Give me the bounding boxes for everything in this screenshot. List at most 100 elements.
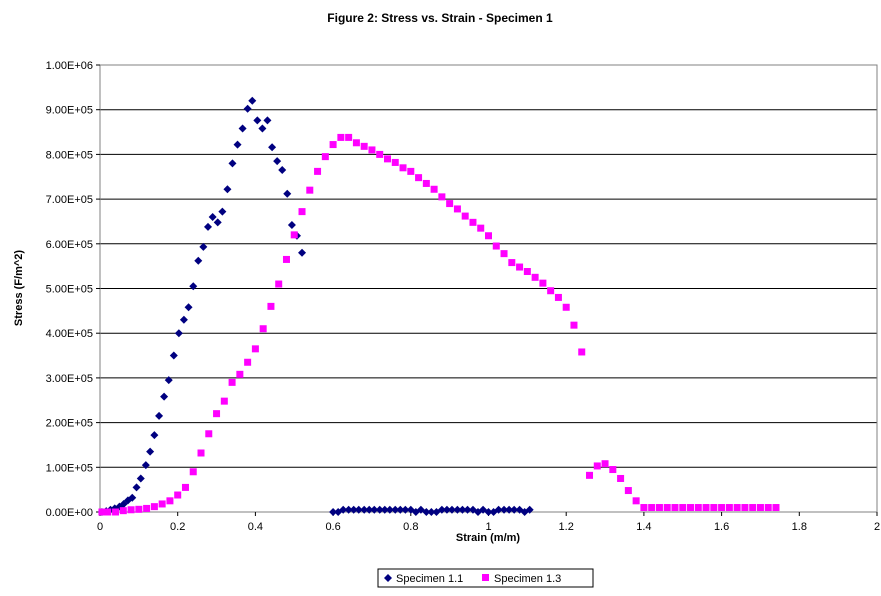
x-tick-label: 2	[874, 521, 880, 533]
data-point-diamond	[349, 505, 358, 514]
data-point-square	[453, 205, 461, 213]
data-point-diamond	[339, 505, 348, 514]
data-point-square	[469, 218, 477, 226]
data-point-diamond	[500, 505, 509, 514]
data-point-square	[733, 504, 741, 512]
data-point-diamond	[189, 282, 198, 291]
data-point-diamond	[329, 508, 338, 516]
data-point-diamond	[253, 116, 262, 125]
x-axis-title: Strain (m/m)	[456, 532, 521, 544]
data-point-square	[321, 153, 329, 161]
data-point-diamond	[228, 159, 237, 168]
data-point-square	[725, 504, 733, 512]
legend-marker-specimen-1-3	[482, 574, 489, 581]
data-point-square	[337, 133, 345, 141]
data-point-diamond	[263, 116, 272, 125]
data-point-diamond	[422, 508, 431, 516]
data-point-square	[485, 232, 492, 240]
data-point-diamond	[199, 242, 208, 251]
data-point-diamond	[283, 189, 292, 198]
data-point-square	[298, 208, 306, 216]
data-point-diamond	[243, 104, 252, 113]
data-point-diamond	[370, 505, 379, 514]
data-point-square	[205, 430, 213, 438]
data-point-diamond	[132, 483, 141, 492]
data-point-square	[104, 508, 112, 516]
y-tick-label: 5.00E+05	[46, 284, 93, 296]
chart-title: Figure 2: Stress vs. Strain - Specimen 1	[327, 11, 553, 25]
data-point-diamond	[223, 185, 232, 194]
series-2	[98, 133, 780, 516]
data-point-diamond	[194, 256, 203, 265]
data-point-square	[314, 167, 322, 175]
data-point-square	[632, 497, 640, 505]
x-tick-label: 0.8	[403, 521, 418, 533]
data-point-diamond	[380, 505, 389, 514]
x-tick-label: 1.6	[714, 521, 729, 533]
data-point-square	[749, 504, 757, 512]
data-point-square	[259, 325, 267, 333]
data-point-diamond	[174, 329, 183, 338]
data-point-square	[617, 474, 625, 482]
series-1	[97, 96, 534, 516]
data-point-square	[189, 468, 197, 476]
data-point-square	[119, 507, 127, 515]
data-point-diamond	[287, 221, 296, 230]
data-point-square	[586, 471, 594, 479]
data-point-diamond	[208, 212, 217, 221]
data-point-diamond	[273, 157, 282, 166]
data-point-square	[609, 466, 617, 474]
y-tick-label: 3.00E+05	[46, 373, 93, 385]
data-point-square	[718, 504, 726, 512]
data-point-square	[764, 504, 772, 512]
data-point-square	[329, 141, 337, 149]
y-axis-title: Stress (F/m^2)	[13, 250, 25, 326]
data-point-square	[671, 504, 679, 512]
legend-label-specimen-1-1: Specimen 1.1	[396, 573, 463, 585]
data-point-square	[112, 508, 120, 516]
data-point-diamond	[233, 140, 242, 149]
data-point-diamond	[298, 248, 307, 257]
x-tick-label: 1.8	[792, 521, 807, 533]
data-point-square	[360, 142, 368, 150]
data-point-diamond	[278, 166, 287, 175]
data-point-square	[135, 505, 143, 513]
data-point-square	[461, 212, 469, 220]
x-tick-label: 1.4	[636, 521, 651, 533]
data-point-square	[438, 193, 446, 201]
x-tick-label: 0	[97, 521, 103, 533]
data-point-square	[197, 449, 205, 457]
data-point-diamond	[494, 505, 503, 514]
data-point-square	[158, 500, 166, 508]
x-tick-label: 0.4	[248, 521, 263, 533]
data-point-square	[407, 167, 415, 175]
data-point-square	[554, 293, 562, 301]
data-point-square	[383, 155, 391, 163]
data-point-square	[702, 504, 710, 512]
data-point-diamond	[453, 505, 462, 514]
x-axis-ticks: 0 0.2 0.4 0.6 0.8 1 1.2 1.4 1.6 1.8 2	[97, 512, 880, 533]
data-point-square	[500, 250, 508, 258]
data-point-diamond	[248, 96, 257, 105]
legend-label-specimen-1-3: Specimen 1.3	[494, 573, 561, 585]
data-point-square	[562, 303, 570, 311]
gridlines	[100, 64, 877, 468]
data-point-square	[391, 158, 399, 166]
data-point-diamond	[155, 411, 164, 420]
data-point-square	[710, 504, 718, 512]
data-point-square	[508, 259, 516, 267]
data-point-diamond	[484, 508, 493, 516]
x-tick-label: 1	[485, 521, 491, 533]
data-point-diamond	[385, 505, 394, 514]
data-point-square	[267, 302, 275, 310]
data-point-diamond	[169, 351, 178, 360]
data-point-square	[601, 460, 609, 468]
data-point-square	[244, 358, 252, 366]
data-point-diamond	[505, 505, 514, 514]
data-point-square	[446, 200, 454, 208]
data-point-square	[741, 504, 749, 512]
data-point-square	[756, 504, 764, 512]
data-point-square	[368, 146, 376, 154]
data-points	[97, 96, 780, 516]
data-point-square	[98, 508, 106, 516]
